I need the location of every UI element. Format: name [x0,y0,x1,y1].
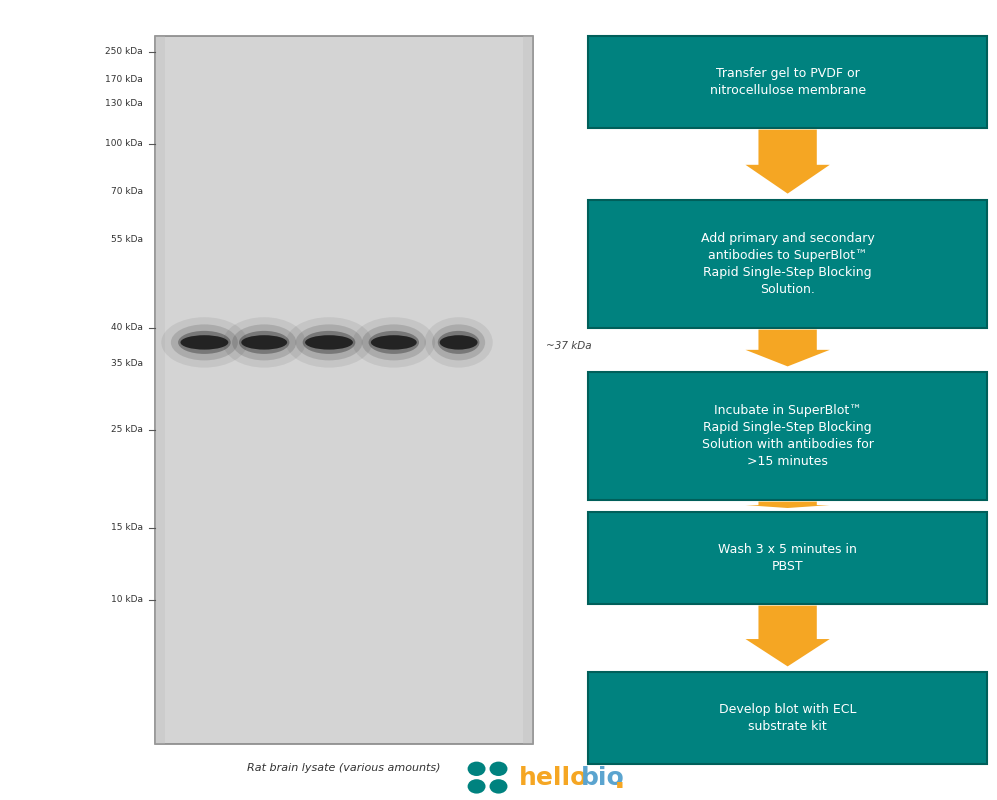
Ellipse shape [371,335,417,350]
Bar [155,36,533,744]
Text: hello: hello [518,766,588,790]
Ellipse shape [432,325,486,360]
Text: Transfer gel to PVDF or
nitrocellulose membrane: Transfer gel to PVDF or nitrocellulose m… [710,67,865,97]
Circle shape [490,779,507,794]
Text: 40 kDa: 40 kDa [111,323,143,333]
Text: Develop blot with ECL
substrate kit: Develop blot with ECL substrate kit [719,703,856,733]
Text: Incubate in SuperBlot™
Rapid Single-Step Blocking
Solution with antibodies for
>: Incubate in SuperBlot™ Rapid Single-Step… [702,404,873,468]
Text: ~37 kDa: ~37 kDa [546,341,592,350]
Ellipse shape [369,331,419,354]
Ellipse shape [239,331,289,354]
Polygon shape [746,502,830,508]
Polygon shape [746,330,830,366]
Ellipse shape [362,325,426,360]
Text: 55 kDa: 55 kDa [111,235,143,245]
Text: 70 kDa: 70 kDa [111,187,143,197]
Circle shape [468,779,486,794]
Text: 15 kDa: 15 kDa [111,523,143,533]
Ellipse shape [440,335,478,350]
Ellipse shape [178,331,230,354]
Text: 100 kDa: 100 kDa [105,139,143,149]
Bar [588,512,987,604]
Ellipse shape [180,335,228,350]
Circle shape [468,762,486,776]
Bar [588,672,987,764]
Ellipse shape [162,318,247,368]
Text: Rat brain lysate (various amounts): Rat brain lysate (various amounts) [247,763,441,773]
Ellipse shape [170,325,238,360]
Text: bio: bio [581,766,625,790]
Text: 10 kDa: 10 kDa [111,595,143,605]
Text: 250 kDa: 250 kDa [105,47,143,57]
Ellipse shape [286,318,372,368]
Ellipse shape [295,325,363,360]
Ellipse shape [425,318,493,368]
Ellipse shape [241,335,287,350]
Bar [523,36,533,744]
Text: Add primary and secondary
antibodies to SuperBlot™
Rapid Single-Step Blocking
So: Add primary and secondary antibodies to … [701,232,874,296]
Text: 35 kDa: 35 kDa [111,359,143,369]
Ellipse shape [232,325,296,360]
Text: 170 kDa: 170 kDa [105,75,143,85]
Bar [155,36,165,744]
Ellipse shape [223,318,305,368]
Text: .: . [614,765,626,794]
Polygon shape [746,130,830,194]
Polygon shape [746,606,830,666]
Text: Wash 3 x 5 minutes in
PBST: Wash 3 x 5 minutes in PBST [718,543,857,573]
Ellipse shape [353,318,435,368]
Bar [588,36,987,128]
Bar [588,200,987,328]
Ellipse shape [305,335,353,350]
Text: 25 kDa: 25 kDa [111,425,143,434]
Circle shape [490,762,507,776]
Ellipse shape [438,331,480,354]
Bar [588,372,987,500]
Text: 130 kDa: 130 kDa [105,99,143,109]
Ellipse shape [303,331,355,354]
